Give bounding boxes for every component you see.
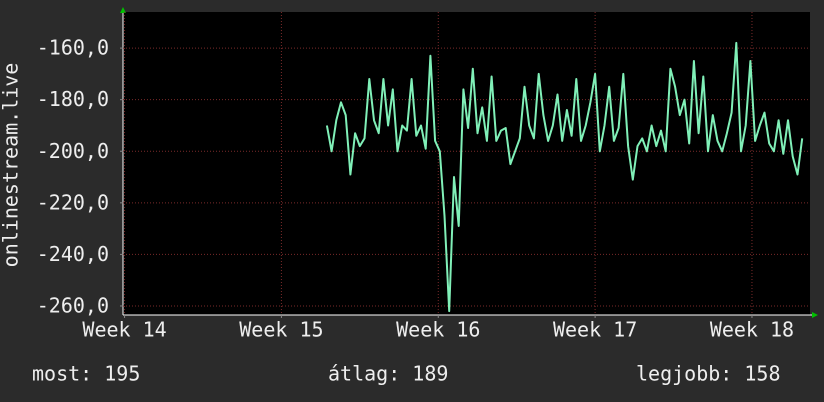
x-tick-label: Week 14 (82, 318, 166, 342)
y-tick-label: -180,0 (37, 87, 109, 111)
plot-area (123, 12, 810, 315)
x-tick-label: Week 18 (710, 318, 794, 342)
axis-arrow (120, 7, 126, 13)
stat-label: átlag: 189 (328, 362, 448, 386)
x-tick-label: Week 15 (239, 318, 323, 342)
y-tick-label: -260,0 (37, 293, 109, 317)
y-tick-label: -160,0 (37, 36, 109, 60)
x-tick-label: Week 16 (396, 318, 480, 342)
data-line (325, 41, 804, 313)
y-tick-label: -220,0 (37, 190, 109, 214)
stat-label: most: 195 (32, 362, 140, 386)
y-tick-label: -200,0 (37, 139, 109, 163)
axis-arrow (812, 312, 818, 318)
y-tick-label: -240,0 (37, 242, 109, 266)
stat-label: legjobb: 158 (636, 362, 781, 386)
x-tick-label: Week 17 (553, 318, 637, 342)
y-axis-label: onlinestream.live (0, 63, 23, 268)
